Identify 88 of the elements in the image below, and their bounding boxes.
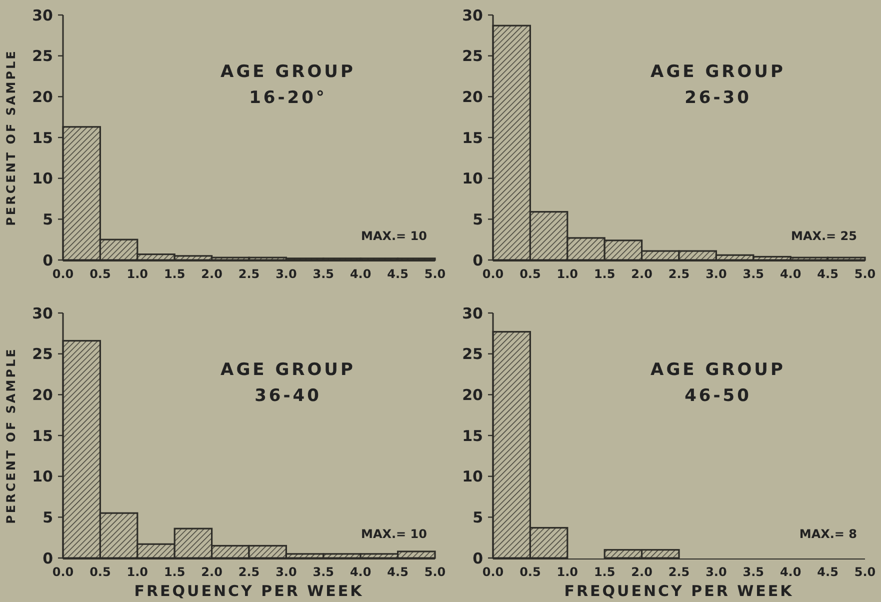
x-tick-label: 2.0 <box>631 565 652 579</box>
x-tick-label: 3.5 <box>312 267 334 281</box>
text: 36-40 <box>254 386 322 406</box>
x-tick-label: 3.5 <box>742 565 764 579</box>
x-axis-title: FREQUENCY PER WEEK <box>134 582 364 600</box>
x-tick-label: 0.5 <box>520 565 541 579</box>
y-tick-label: 15 <box>32 128 53 147</box>
x-tick-label: 3.5 <box>312 565 334 579</box>
y-tick-label: 10 <box>462 170 483 188</box>
y-tick-label: 20 <box>32 386 53 404</box>
y-tick-label: 15 <box>32 426 53 445</box>
x-tick-label: 0.5 <box>520 267 541 281</box>
x-tick-label: 0.5 <box>90 267 111 281</box>
annotation: MAX.= 25 <box>791 229 857 243</box>
y-tick-label: 5 <box>472 210 483 228</box>
y-tick-label: 20 <box>462 88 483 106</box>
x-tick-label: 1.0 <box>126 565 148 579</box>
x-tick-label: 5.0 <box>424 267 446 281</box>
y-tick-label: 0 <box>42 251 53 270</box>
y-tick-label: 30 <box>462 6 483 24</box>
x-tick-label: 2.0 <box>201 565 222 579</box>
y-tick-label: 0 <box>42 549 53 568</box>
y-tick-label: 0 <box>472 549 483 568</box>
x-tick-label: 0.0 <box>482 565 504 579</box>
text: AGE GROUP <box>220 360 356 380</box>
y-tick-label: 30 <box>32 6 53 24</box>
x-tick-label: 3.0 <box>706 267 727 281</box>
y-tick-label: 30 <box>462 304 483 322</box>
x-tick-label: 3.0 <box>276 267 297 281</box>
x-tick-label: 1.0 <box>556 267 578 281</box>
x-tick-label: 1.5 <box>594 267 616 281</box>
x-tick-label: 4.0 <box>350 565 372 579</box>
y-tick-label: 15 <box>462 426 483 445</box>
text: 46-50 <box>684 386 752 406</box>
y-tick-label: 25 <box>32 47 53 66</box>
x-tick-label: 3.0 <box>276 565 297 579</box>
x-tick-label: 0.0 <box>52 565 74 579</box>
x-tick-label: 0.0 <box>52 267 74 281</box>
x-tick-label: 2.0 <box>201 267 222 281</box>
text: AGE GROUP <box>650 62 786 82</box>
x-tick-label: 0.0 <box>482 267 504 281</box>
x-tick-label: 4.5 <box>817 565 838 579</box>
x-tick-label: 5.0 <box>424 565 446 579</box>
text: 26-30 <box>684 88 752 108</box>
text: 16-20° <box>249 88 327 108</box>
y-tick-label: 30 <box>32 304 53 322</box>
x-tick-label: 5.0 <box>854 267 876 281</box>
x-tick-label: 1.0 <box>126 267 148 281</box>
x-tick-label: 1.5 <box>164 565 186 579</box>
annotation: MAX.= 8 <box>799 527 857 541</box>
x-tick-label: 4.5 <box>817 267 838 281</box>
text: AGE GROUP <box>220 62 356 82</box>
x-tick-label: 4.0 <box>780 267 802 281</box>
x-tick-label: 4.5 <box>387 267 408 281</box>
x-tick-label: 4.5 <box>387 565 408 579</box>
x-tick-label: 2.5 <box>238 565 260 579</box>
x-tick-label: 2.5 <box>668 565 690 579</box>
x-tick-label: 2.5 <box>238 267 260 281</box>
annotation: MAX.= 10 <box>361 229 427 243</box>
x-tick-label: 3.5 <box>742 267 764 281</box>
x-tick-label: 1.5 <box>594 565 616 579</box>
x-tick-label: 2.5 <box>668 267 690 281</box>
y-tick-label: 10 <box>462 468 483 486</box>
x-tick-label: 1.0 <box>556 565 578 579</box>
y-tick-label: 10 <box>32 170 53 188</box>
x-tick-label: 3.0 <box>706 565 727 579</box>
x-tick-label: 2.0 <box>631 267 652 281</box>
x-tick-label: 4.0 <box>350 267 372 281</box>
y-tick-label: 10 <box>32 468 53 486</box>
y-tick-label: 25 <box>462 47 483 66</box>
y-tick-label: 0 <box>472 251 483 270</box>
y-tick-label: 5 <box>42 210 53 228</box>
y-tick-label: 5 <box>472 508 483 526</box>
x-tick-label: 1.5 <box>164 267 186 281</box>
y-axis-title: PERCENT OF SAMPLE <box>4 49 18 226</box>
y-tick-label: 25 <box>462 345 483 364</box>
y-tick-label: 25 <box>32 345 53 364</box>
x-tick-label: 0.5 <box>90 565 111 579</box>
y-axis-title: PERCENT OF SAMPLE <box>4 347 18 524</box>
x-tick-label: 5.0 <box>854 565 876 579</box>
annotation: MAX.= 10 <box>361 527 427 541</box>
text: AGE GROUP <box>650 360 786 380</box>
y-tick-label: 15 <box>462 128 483 147</box>
y-tick-label: 5 <box>42 508 53 526</box>
y-tick-label: 20 <box>462 386 483 404</box>
y-tick-label: 20 <box>32 88 53 106</box>
x-axis-title: FREQUENCY PER WEEK <box>564 582 794 600</box>
x-tick-label: 4.0 <box>780 565 802 579</box>
